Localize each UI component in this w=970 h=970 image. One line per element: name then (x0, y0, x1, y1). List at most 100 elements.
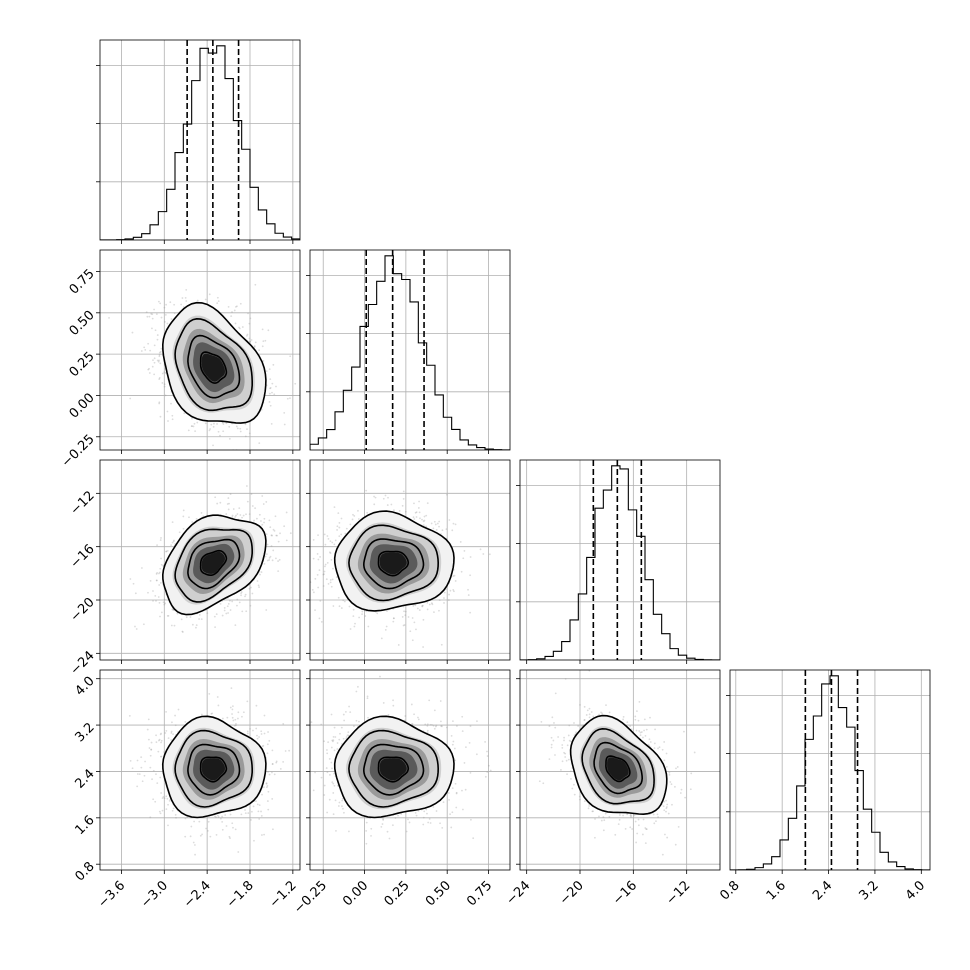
sample-point (324, 565, 326, 568)
sample-point (159, 733, 162, 736)
sample-point (189, 616, 192, 618)
sample-point (411, 639, 414, 642)
sample-point (195, 624, 198, 627)
sample-point (192, 425, 195, 428)
sample-point (257, 584, 260, 587)
sample-point (159, 350, 162, 353)
histogram-line (520, 465, 720, 660)
sample-point (182, 509, 185, 512)
sample-point (338, 605, 341, 608)
sample-point (154, 594, 157, 597)
sample-point (199, 471, 201, 473)
sample-point (180, 618, 183, 621)
sample-point (165, 550, 168, 553)
y-tick-label: −24 (68, 648, 98, 678)
sample-point (191, 417, 193, 420)
sample-point (234, 828, 237, 831)
sample-point (204, 422, 207, 425)
sample-point (270, 534, 273, 537)
sample-point (213, 422, 215, 425)
sample-point (453, 574, 456, 577)
sample-point (155, 599, 157, 602)
sample-point (217, 430, 220, 433)
sample-point (269, 387, 272, 389)
sample-point (422, 520, 425, 523)
sample-point (131, 331, 134, 334)
sample-point (418, 609, 421, 611)
sample-point (445, 528, 448, 531)
sample-point (236, 305, 238, 308)
sample-point (268, 556, 271, 559)
sample-point (268, 559, 271, 561)
sample-point (277, 560, 279, 562)
sample-point (170, 402, 172, 405)
sample-point (258, 818, 261, 820)
histogram-line (100, 45, 300, 240)
sample-point (253, 519, 255, 522)
sample-point (232, 719, 235, 722)
sample-point (152, 359, 154, 362)
sample-point (193, 422, 196, 425)
sample-point (170, 730, 173, 733)
sample-point (312, 591, 315, 594)
sample-point (263, 517, 266, 520)
sample-point (167, 737, 170, 740)
sample-point (236, 513, 239, 515)
sample-point (142, 623, 145, 626)
sample-point (340, 533, 343, 536)
sample-point (354, 622, 356, 625)
sample-point (263, 833, 265, 836)
sample-point (256, 580, 259, 582)
sample-point (190, 825, 193, 828)
sample-point (314, 577, 317, 580)
sample-point (262, 360, 265, 362)
sample-point (231, 705, 234, 707)
sample-point (265, 786, 268, 789)
sample-point (240, 813, 243, 816)
sample-point (272, 828, 274, 831)
sample-point (337, 512, 340, 515)
sample-point (219, 501, 222, 504)
sample-point (294, 382, 297, 385)
sample-point (269, 404, 272, 407)
sample-point (246, 700, 249, 703)
sample-point (156, 334, 159, 336)
sample-point (260, 408, 263, 411)
sample-point (418, 500, 420, 503)
sample-point (451, 529, 454, 532)
sample-point (246, 333, 249, 336)
sample-point (160, 557, 162, 560)
sample-point (323, 533, 326, 536)
sample-point (159, 615, 161, 618)
sample-point (160, 739, 163, 742)
sample-point (207, 820, 210, 823)
sample-point (353, 515, 356, 517)
sample-point (248, 322, 251, 325)
sample-point (238, 507, 241, 510)
sample-point (245, 610, 248, 613)
sample-point (166, 322, 169, 325)
sample-point (324, 563, 327, 566)
sample-point (164, 394, 167, 397)
sample-point (156, 544, 158, 547)
sample-point (229, 493, 232, 495)
sample-point (260, 520, 262, 522)
sample-point (345, 527, 348, 530)
sample-point (469, 611, 472, 614)
sample-point (184, 296, 187, 299)
panel-frame (519, 459, 721, 661)
sample-point (147, 718, 150, 721)
sample-point (283, 525, 286, 528)
sample-point (240, 592, 242, 595)
sample-point (165, 550, 168, 553)
sample-point (404, 610, 407, 613)
sample-point (272, 363, 275, 366)
sample-point (285, 511, 288, 514)
sample-point (316, 553, 319, 555)
sample-point (189, 835, 192, 838)
sample-point (349, 628, 352, 630)
sample-point (182, 527, 185, 530)
sample-point (435, 529, 438, 531)
sample-point (151, 778, 153, 781)
sample-point (275, 557, 277, 560)
